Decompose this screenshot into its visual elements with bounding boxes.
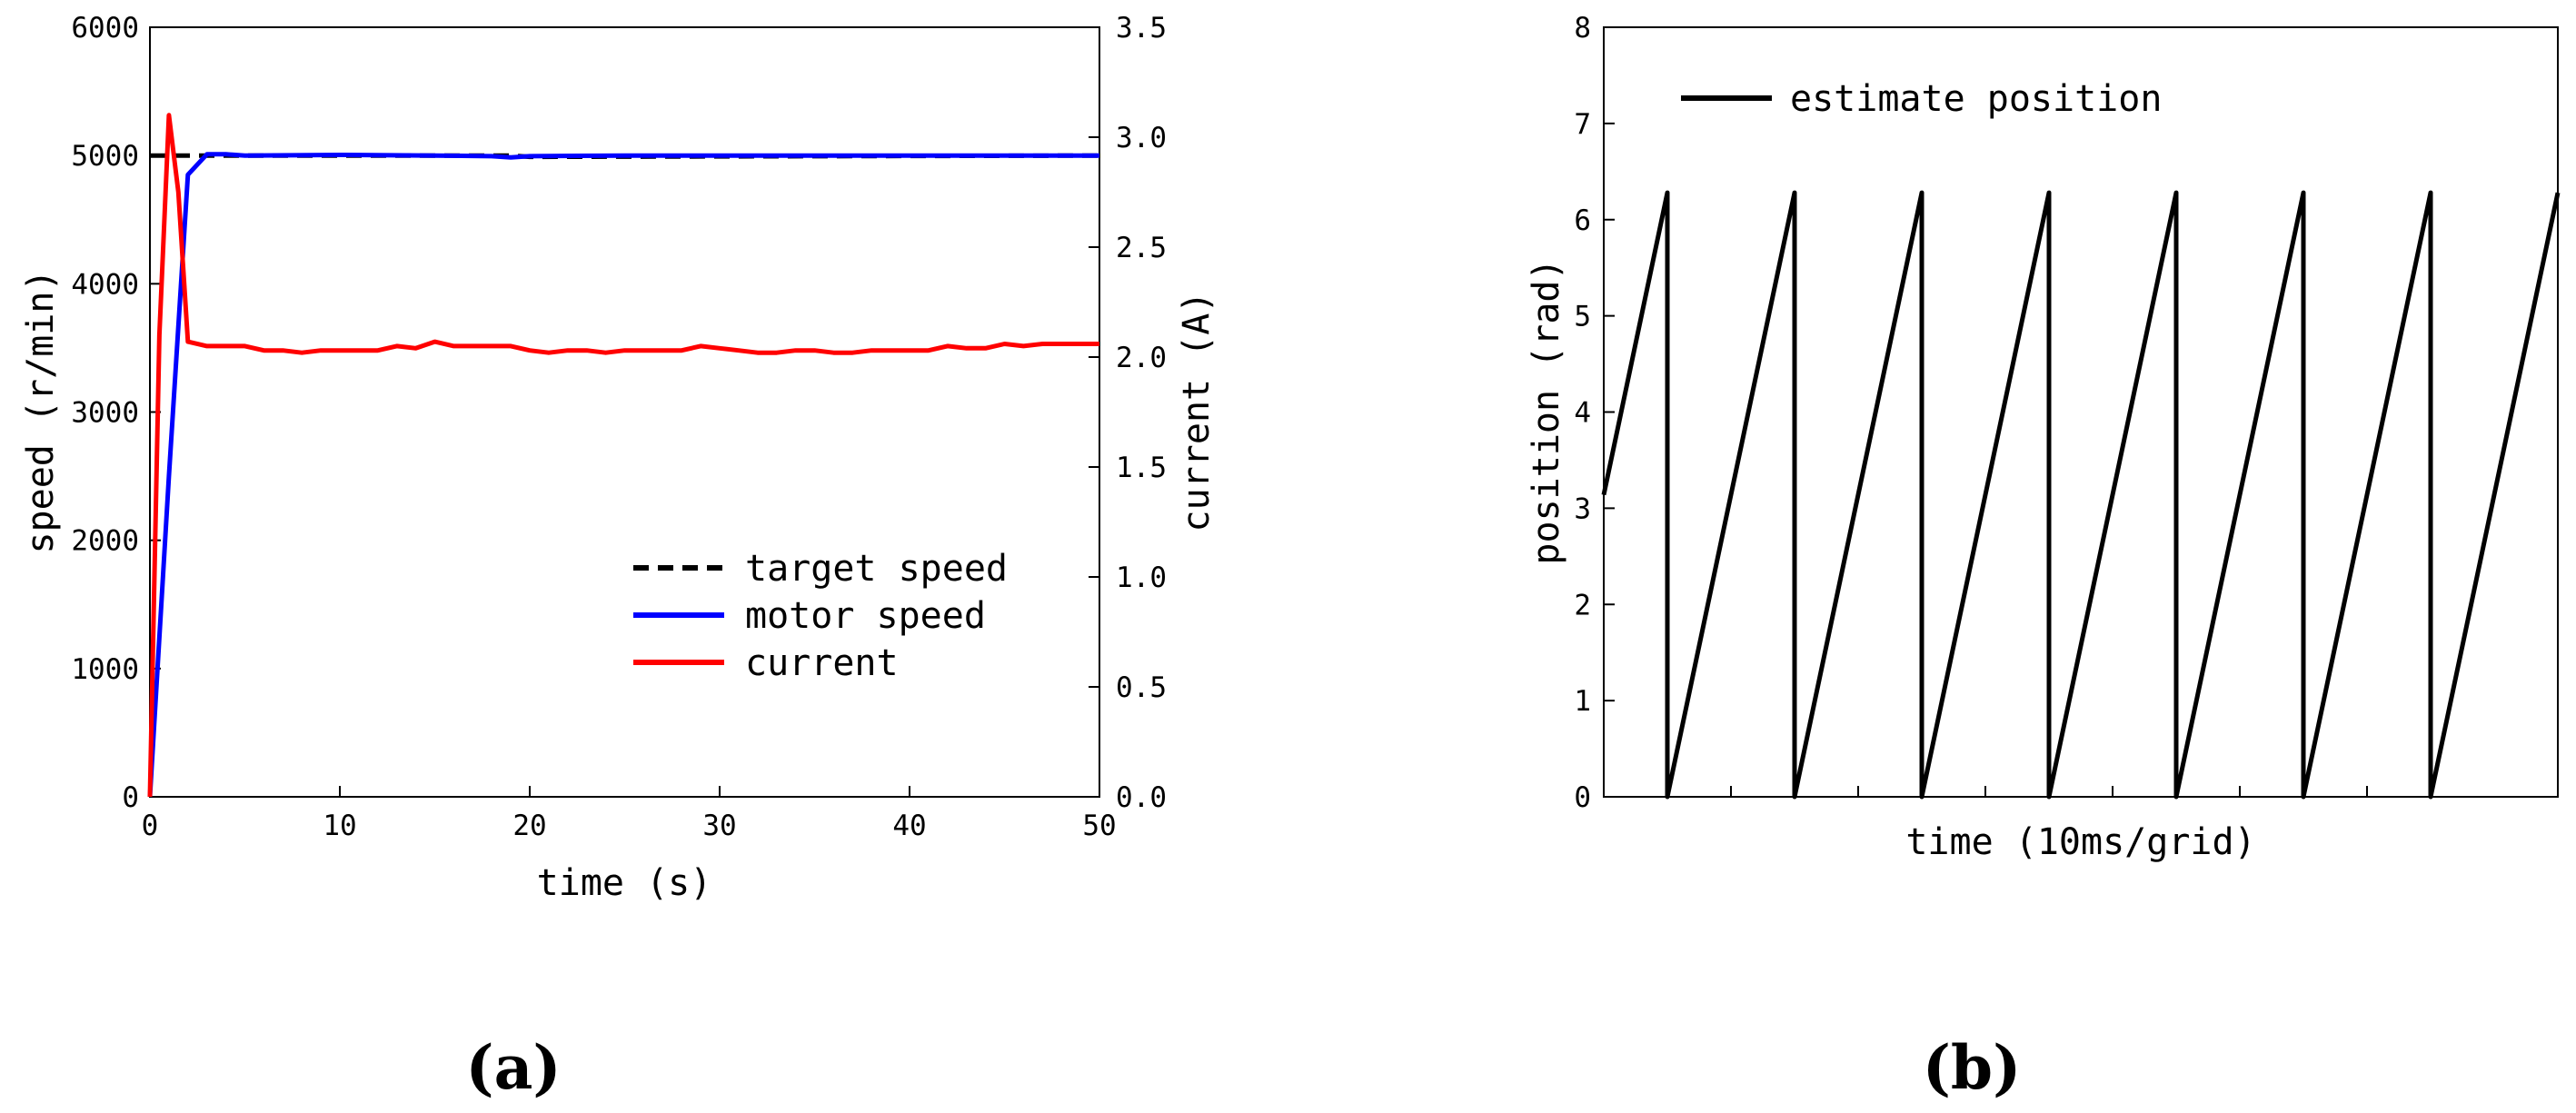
y2-tick-label: 0.5 [1116, 671, 1167, 704]
legend-label-estimate-position: estimate position [1790, 78, 2162, 120]
series-line-motor-speed [147, 152, 1099, 798]
panel-label-a: (a) [465, 1032, 561, 1103]
series-line-estimate-position [1601, 190, 2561, 800]
y-tick-label: 3 [1574, 492, 1591, 525]
x-tick-label: 10 [323, 810, 356, 842]
y-axis-label: position (rad) [1526, 258, 1567, 564]
legend: estimate position [1681, 78, 2162, 120]
x-tick-label: 30 [702, 810, 736, 842]
x-tick-label: 50 [1082, 810, 1116, 842]
y2-tick-label: 2.0 [1116, 342, 1167, 374]
y-tick-label: 8 [1574, 12, 1591, 45]
y-tick-label: 2000 [71, 525, 139, 558]
series-line-current [147, 113, 1099, 798]
y2-tick-label: 1.5 [1116, 452, 1167, 484]
x-tick-label: 20 [512, 810, 546, 842]
y-tick-label: 4000 [71, 268, 139, 301]
legend-label-target-speed: target speed [745, 548, 1008, 590]
y2-tick-label: 0.0 [1116, 781, 1167, 814]
y-tick-label: 6000 [71, 12, 139, 45]
y-tick-label: 0 [1574, 781, 1591, 814]
legend-label-motor-speed: motor speed [745, 595, 986, 637]
y-axis-label: speed (r/min) [20, 269, 62, 553]
y2-tick-label: 1.0 [1116, 561, 1167, 594]
y-tick-label: 5000 [71, 140, 139, 173]
y2-axis-label: current (A) [1176, 292, 1218, 532]
legend-label-current: current [745, 642, 899, 684]
y2-tick-label: 2.5 [1116, 232, 1167, 264]
x-axis-label: time (10ms/grid) [1905, 821, 2255, 863]
y-tick-label: 7 [1574, 108, 1591, 141]
y-tick-label: 4 [1574, 397, 1591, 430]
plot-frame [149, 26, 1100, 798]
x-tick-label: 0 [142, 810, 159, 842]
panel-b-position-chart: time (10ms/grid) position (rad) estimate… [1526, 12, 2561, 1103]
y2-tick-label: 3.0 [1116, 122, 1167, 154]
y-tick-label: 6 [1574, 204, 1591, 237]
y-tick-label: 2 [1574, 589, 1591, 621]
y-tick-label: 5 [1574, 301, 1591, 333]
panel-label-b: (b) [1923, 1032, 2022, 1103]
y-tick-label: 3000 [71, 397, 139, 430]
y-tick-label: 0 [122, 781, 139, 814]
y2-tick-label: 3.5 [1116, 12, 1167, 45]
x-axis-label: time (s) [537, 862, 712, 904]
legend: target speed motor speed current [633, 548, 1008, 684]
panel-a-speed-current-chart: time (s) speed (r/min) current (A) targe… [20, 12, 1218, 1103]
x-tick-label: 40 [892, 810, 926, 842]
y-tick-label: 1000 [71, 653, 139, 686]
y-tick-label: 1 [1574, 685, 1591, 718]
